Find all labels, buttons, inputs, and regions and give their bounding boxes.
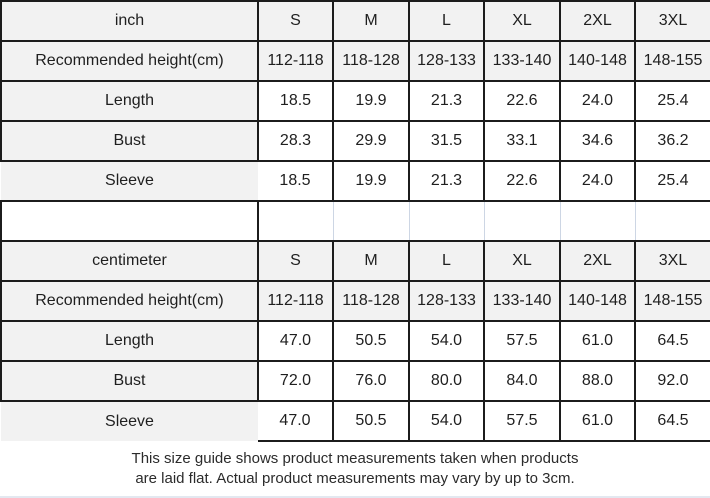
spacer-row xyxy=(0,200,710,242)
size-header-cell: 3XL xyxy=(634,240,710,282)
value-cell: 29.9 xyxy=(332,120,410,162)
value-cell: 54.0 xyxy=(408,320,485,362)
value-cell: 133-140 xyxy=(483,280,561,322)
value-cell: 24.0 xyxy=(559,80,636,122)
value-cell: 22.6 xyxy=(483,160,561,202)
row-label: Recommended height(cm) xyxy=(0,280,259,322)
size-header-cell: L xyxy=(408,240,485,282)
value-cell: 72.0 xyxy=(257,360,334,402)
value-cell: 112-118 xyxy=(257,40,334,82)
size-header-cell: XL xyxy=(483,240,561,282)
cm-bust-row: Bust 72.0 76.0 80.0 84.0 88.0 92.0 xyxy=(0,360,710,402)
value-cell: 19.9 xyxy=(332,160,410,202)
value-cell: 112-118 xyxy=(257,280,334,322)
size-header-cell: 2XL xyxy=(559,240,636,282)
value-cell: 24.0 xyxy=(559,160,636,202)
size-guide-note-line2: are laid flat. Actual product measuremen… xyxy=(135,470,575,487)
value-cell: 47.0 xyxy=(257,320,334,362)
cm-length-row: Length 47.0 50.5 54.0 57.5 61.0 64.5 xyxy=(0,320,710,362)
value-cell: 34.6 xyxy=(559,120,636,162)
value-cell: 47.0 xyxy=(258,400,334,442)
size-header-cell: M xyxy=(332,240,410,282)
value-cell: 61.0 xyxy=(559,400,636,442)
value-cell: 50.5 xyxy=(332,320,410,362)
spacer-cell xyxy=(332,200,410,242)
row-label: Bust xyxy=(0,120,259,162)
value-cell: 22.6 xyxy=(483,80,561,122)
value-cell: 21.3 xyxy=(408,80,485,122)
unit-label-inch: inch xyxy=(0,0,259,42)
inch-bust-row: Bust 28.3 29.9 31.5 33.1 34.6 36.2 xyxy=(0,120,710,162)
value-cell: 64.5 xyxy=(634,400,710,442)
cm-sleeve-row: Sleeve 47.0 50.5 54.0 57.5 61.0 64.5 xyxy=(1,400,710,442)
size-guide-note: This size guide shows product measuremen… xyxy=(0,442,710,498)
value-cell: 18.5 xyxy=(258,160,334,202)
size-header-cell: S xyxy=(257,0,334,42)
row-label: Length xyxy=(0,320,259,362)
unit-label-centimeter: centimeter xyxy=(0,240,259,282)
inch-length-row: Length 18.5 19.9 21.3 22.6 24.0 25.4 xyxy=(0,80,710,122)
inch-sleeve-row: Sleeve 18.5 19.9 21.3 22.6 24.0 25.4 xyxy=(1,160,710,202)
value-cell: 54.0 xyxy=(408,400,485,442)
value-cell: 88.0 xyxy=(559,360,636,402)
value-cell: 118-128 xyxy=(332,280,410,322)
value-cell: 25.4 xyxy=(634,80,710,122)
value-cell: 21.3 xyxy=(408,160,485,202)
inch-height-row: Recommended height(cm) 112-118 118-128 1… xyxy=(0,40,710,82)
value-cell: 140-148 xyxy=(559,280,636,322)
value-cell: 57.5 xyxy=(483,400,561,442)
value-cell: 128-133 xyxy=(408,40,485,82)
row-label: Sleeve xyxy=(1,160,258,202)
value-cell: 28.3 xyxy=(257,120,334,162)
value-cell: 148-155 xyxy=(634,280,710,322)
value-cell: 118-128 xyxy=(332,40,410,82)
row-label: Bust xyxy=(0,360,259,402)
value-cell: 25.4 xyxy=(634,160,710,202)
spacer-cell xyxy=(634,200,710,242)
inch-unit-header-row: inch S M L XL 2XL 3XL xyxy=(0,0,710,42)
size-header-cell: XL xyxy=(483,0,561,42)
value-cell: 76.0 xyxy=(332,360,410,402)
value-cell: 57.5 xyxy=(483,320,561,362)
size-guide-note-line1: This size guide shows product measuremen… xyxy=(131,450,579,467)
size-header-cell: 2XL xyxy=(559,0,636,42)
spacer-cell xyxy=(559,200,636,242)
size-header-cell: M xyxy=(332,0,410,42)
size-chart-table: inch S M L XL 2XL 3XL Recommended height… xyxy=(0,0,710,442)
value-cell: 18.5 xyxy=(257,80,334,122)
size-header-cell: S xyxy=(257,240,334,282)
value-cell: 148-155 xyxy=(634,40,710,82)
value-cell: 36.2 xyxy=(634,120,710,162)
cm-height-row: Recommended height(cm) 112-118 118-128 1… xyxy=(0,280,710,322)
value-cell: 31.5 xyxy=(408,120,485,162)
spacer-cell xyxy=(408,200,485,242)
value-cell: 19.9 xyxy=(332,80,410,122)
row-label: Recommended height(cm) xyxy=(0,40,259,82)
value-cell: 92.0 xyxy=(634,360,710,402)
size-header-cell: 3XL xyxy=(634,0,710,42)
spacer-cell xyxy=(257,200,334,242)
value-cell: 61.0 xyxy=(559,320,636,362)
value-cell: 80.0 xyxy=(408,360,485,402)
value-cell: 64.5 xyxy=(634,320,710,362)
value-cell: 50.5 xyxy=(332,400,410,442)
value-cell: 133-140 xyxy=(483,40,561,82)
value-cell: 140-148 xyxy=(559,40,636,82)
size-header-cell: L xyxy=(408,0,485,42)
value-cell: 128-133 xyxy=(408,280,485,322)
value-cell: 33.1 xyxy=(483,120,561,162)
row-label: Length xyxy=(0,80,259,122)
cm-unit-header-row: centimeter S M L XL 2XL 3XL xyxy=(0,240,710,282)
value-cell: 84.0 xyxy=(483,360,561,402)
spacer-cell xyxy=(483,200,561,242)
spacer-cell xyxy=(0,200,259,242)
row-label: Sleeve xyxy=(1,400,258,441)
